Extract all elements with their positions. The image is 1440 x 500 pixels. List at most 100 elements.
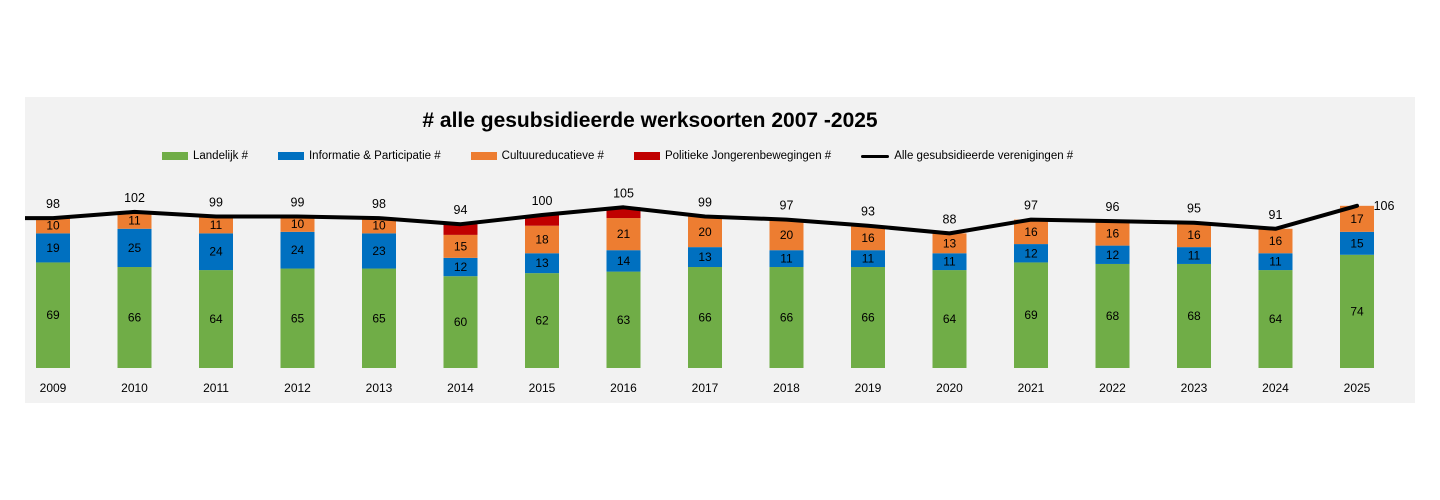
total-label-2022: 96 (1106, 200, 1120, 214)
total-label-2010: 102 (124, 191, 145, 205)
data-label-cultuureducatieve-2024: 16 (1269, 234, 1283, 248)
data-label-cultuureducatieve-2012: 10 (291, 217, 305, 231)
data-label-landelijk-2025: 74 (1350, 304, 1364, 318)
x-tick-label-2009: 2009 (40, 381, 67, 395)
total-label-2014: 94 (454, 203, 468, 217)
bar-segment-landelijk-2015 (525, 273, 559, 368)
bar-segment-landelijk-2022 (1095, 263, 1130, 368)
legend-item-cultuureducatieve: Cultuureducatieve # (470, 150, 604, 162)
bar-segment-cultuureducatieve-2013 (362, 218, 396, 234)
total-label-2024: 91 (1269, 208, 1283, 222)
data-label-informatie-participatie-2012: 24 (291, 243, 305, 257)
bar-segment-informatie-participatie-2022 (1095, 245, 1130, 264)
bar-segment-landelijk-2021 (1014, 262, 1048, 368)
legend-swatch-informatie-participatie (277, 152, 304, 160)
chart-plot-area: 6919102009662511201064241120116524102012… (25, 186, 1395, 395)
legend-label-landelijk: Landelijk # (193, 150, 248, 162)
data-label-landelijk-2020: 64 (943, 312, 957, 326)
x-tick-label-2012: 2012 (284, 381, 311, 395)
legend-label-cultuureducatieve: Cultuureducatieve # (501, 150, 604, 162)
total-label-2023: 95 (1187, 202, 1201, 216)
data-label-informatie-participatie-2011: 24 (209, 245, 223, 259)
data-label-cultuureducatieve-2025: 17 (1350, 212, 1364, 226)
bar-segment-informatie-participatie-2016 (606, 250, 641, 272)
bar-segment-cultuureducatieve-2019 (851, 225, 885, 251)
data-label-cultuureducatieve-2018: 20 (780, 228, 794, 242)
total-label-2018: 97 (780, 199, 794, 213)
data-label-cultuureducatieve-2021: 16 (1024, 225, 1038, 239)
data-label-informatie-participatie-2022: 12 (1106, 248, 1120, 262)
x-tick-label-2021: 2021 (1018, 381, 1045, 395)
data-label-informatie-participatie-2009: 19 (46, 241, 60, 255)
data-label-informatie-participatie-2016: 14 (617, 254, 631, 268)
x-tick-label-2013: 2013 (366, 381, 393, 395)
bar-segment-cultuureducatieve-2010 (117, 211, 152, 229)
x-tick-label-2020: 2020 (936, 381, 963, 395)
legend-item-alle-verenigingen: Alle gesubsidieerde verenigingen # (861, 150, 1073, 162)
data-label-informatie-participatie-2018: 11 (780, 252, 793, 266)
bar-segment-cultuureducatieve-2015 (525, 225, 559, 254)
data-label-cultuureducatieve-2014: 15 (454, 239, 468, 253)
data-label-landelijk-2024: 64 (1269, 312, 1283, 326)
total-label-2019: 93 (861, 205, 875, 219)
total-label-2009: 98 (46, 197, 60, 211)
legend-item-politieke-jongerenbewegingen: Politieke Jongerenbewegingen # (633, 150, 831, 162)
bar-segment-cultuureducatieve-2018 (769, 219, 804, 251)
bar-segment-cultuureducatieve-2020 (932, 233, 967, 254)
data-label-informatie-participatie-2020: 11 (943, 255, 956, 269)
bar-segment-informatie-participatie-2024 (1258, 253, 1293, 271)
data-label-landelijk-2014: 60 (454, 315, 468, 329)
total-label-2017: 99 (698, 196, 712, 210)
bar-segment-cultuureducatieve-2024 (1258, 228, 1293, 254)
legend-label-alle-verenigingen: Alle gesubsidieerde verenigingen # (894, 150, 1074, 162)
bar-segment-landelijk-2019 (851, 267, 885, 368)
data-label-informatie-participatie-2010: 25 (128, 241, 142, 255)
chart-legend: Landelijk # Informatie & Participatie # … (162, 148, 1073, 164)
x-tick-label-2016: 2016 (610, 381, 637, 395)
bar-segment-informatie-participatie-2025 (1340, 231, 1374, 255)
bar-segment-cultuureducatieve-2009 (36, 218, 70, 234)
data-label-landelijk-2022: 68 (1106, 309, 1120, 323)
bar-segment-landelijk-2014 (443, 276, 478, 368)
total-label-2021: 97 (1024, 199, 1038, 213)
data-label-informatie-participatie-2015: 13 (535, 256, 549, 270)
legend-swatch-politieke-jongerenbewegingen (633, 152, 660, 160)
data-label-landelijk-2017: 66 (698, 311, 712, 325)
bar-segment-informatie-participatie-2019 (851, 250, 885, 268)
data-label-landelijk-2019: 66 (861, 311, 875, 325)
bar-segment-cultuureducatieve-2022 (1095, 221, 1130, 246)
bar-segment-landelijk-2020 (932, 270, 967, 368)
data-label-informatie-participatie-2023: 11 (1188, 249, 1201, 263)
legend-label-informatie-participatie: Informatie & Participatie # (308, 150, 441, 162)
data-label-landelijk-2023: 68 (1187, 309, 1201, 323)
legend-item-landelijk: Landelijk # (162, 150, 248, 162)
data-label-informatie-participatie-2013: 23 (372, 244, 386, 258)
x-tick-label-2015: 2015 (529, 381, 556, 395)
data-label-cultuureducatieve-2009: 10 (46, 219, 60, 233)
data-label-cultuureducatieve-2020: 13 (943, 236, 957, 250)
total-label-2011: 99 (209, 196, 223, 210)
series-line-alle-verenigingen (25, 203, 1359, 236)
data-label-landelijk-2013: 65 (372, 311, 386, 325)
bar-segment-cultuureducatieve-2014 (443, 234, 478, 258)
data-label-landelijk-2010: 66 (128, 311, 142, 325)
x-tick-label-2024: 2024 (1262, 381, 1289, 395)
bar-segment-informatie-participatie-2009 (36, 233, 70, 263)
x-tick-label-2023: 2023 (1181, 381, 1208, 395)
total-label-2015: 100 (532, 194, 553, 208)
data-label-landelijk-2009: 69 (46, 308, 60, 322)
data-label-landelijk-2015: 62 (535, 314, 549, 328)
total-label-2025: 106 (1374, 199, 1395, 213)
chart-title: # alle gesubsidieerde werksoorten 2007 -… (422, 109, 878, 132)
bar-segment-politieke-jongerenbewegingen-2015 (525, 215, 559, 226)
data-label-informatie-participatie-2021: 12 (1024, 246, 1038, 260)
bar-segment-landelijk-2023 (1177, 263, 1211, 368)
bar-segment-politieke-jongerenbewegingen-2014 (443, 224, 478, 235)
data-label-landelijk-2011: 64 (209, 312, 223, 326)
bar-segment-landelijk-2011 (199, 270, 233, 368)
data-label-informatie-participatie-2014: 12 (454, 260, 468, 274)
legend-swatch-cultuureducatieve (470, 152, 497, 160)
bar-segment-informatie-participatie-2018 (769, 250, 804, 268)
data-label-cultuureducatieve-2016: 21 (617, 227, 631, 241)
bar-segment-informatie-participatie-2017 (688, 247, 722, 268)
